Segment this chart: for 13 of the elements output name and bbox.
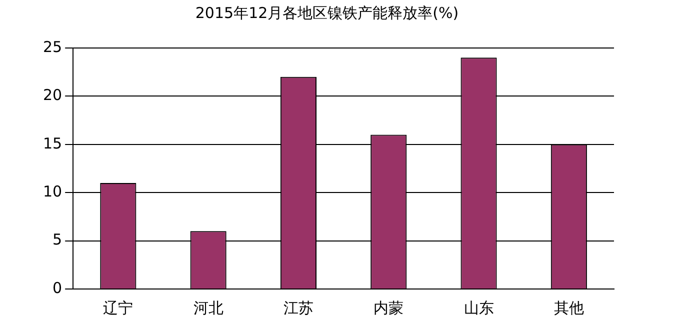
- x-tick-label: 河北: [193, 298, 224, 317]
- x-tick-label: 内蒙: [374, 298, 404, 317]
- y-tick-label: 15: [42, 134, 62, 152]
- chart-title: 2015年12月各地区镍铁产能释放率(%): [195, 4, 459, 22]
- x-tick-label: 其他: [554, 298, 584, 317]
- x-tick-label: 山东: [464, 298, 494, 317]
- x-tick-label: 江苏: [283, 298, 314, 317]
- y-tick-label: 10: [42, 182, 62, 200]
- y-tick-label: 5: [52, 230, 62, 249]
- y-tick-label: 0: [52, 278, 62, 297]
- y-tick-label: 25: [42, 38, 62, 56]
- y-tick-label: 20: [42, 86, 62, 104]
- x-tick-label: 辽宁: [103, 298, 134, 317]
